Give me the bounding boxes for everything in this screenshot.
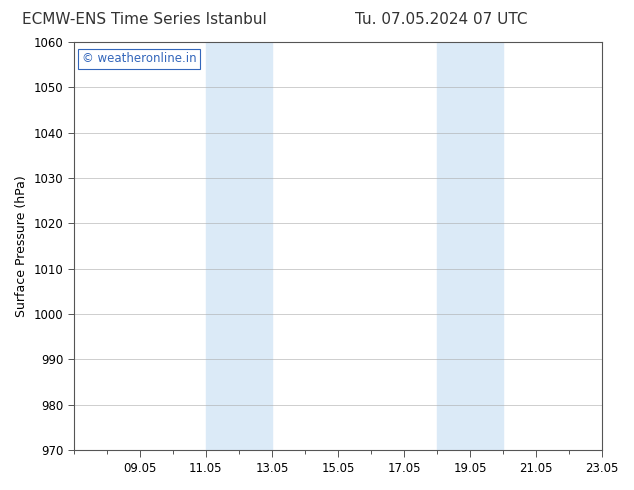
Bar — [206, 42, 272, 450]
Text: ECMW-ENS Time Series Istanbul: ECMW-ENS Time Series Istanbul — [22, 12, 266, 27]
Bar — [437, 42, 503, 450]
Text: © weatheronline.in: © weatheronline.in — [82, 52, 197, 65]
Text: Tu. 07.05.2024 07 UTC: Tu. 07.05.2024 07 UTC — [355, 12, 527, 27]
Y-axis label: Surface Pressure (hPa): Surface Pressure (hPa) — [15, 175, 28, 317]
